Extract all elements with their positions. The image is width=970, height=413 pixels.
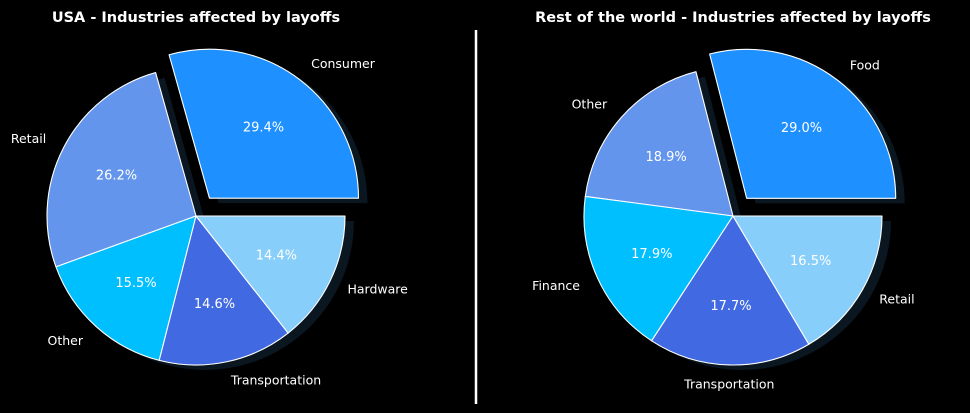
usa-retail-percent-label: 26.2% — [96, 169, 137, 184]
rest-of-world-pie-chart: Rest of the world - Industries affected … — [532, 10, 931, 391]
rest-of-world-finance-slice — [583, 195, 734, 342]
rest-of-world-transportation-label: Transportation — [683, 376, 774, 391]
usa-pie-chart: USA - Industries affected by layoffs Con… — [11, 10, 408, 388]
usa-slice-labels: Consumer 29.4% Retail 26.2% Other 15.5% Transp… — [11, 56, 408, 388]
usa-consumer-percent-label: 29.4% — [243, 120, 284, 135]
usa-retail-slice — [46, 72, 197, 268]
rest-of-world-food-label: Food — [850, 57, 880, 72]
usa-other-label: Other — [48, 333, 84, 348]
usa-other-slice — [55, 215, 197, 361]
rest-of-world-food-percent-label: 29.0% — [781, 121, 822, 136]
usa-consumer-slice — [168, 48, 360, 199]
usa-other-percent-label: 15.5% — [115, 276, 156, 291]
rest-of-world-retail-label: Retail — [879, 291, 914, 306]
usa-hardware-slice — [195, 215, 346, 334]
rest-of-world-retail-percent-label: 16.5% — [790, 254, 831, 269]
usa-hardware-label: Hardware — [348, 282, 409, 297]
rest-of-world-retail-slice — [732, 215, 883, 345]
rest-of-world-slices — [583, 48, 897, 366]
rest-of-world-other-percent-label: 18.9% — [645, 150, 686, 165]
rest-of-world-slice-labels: Food 29.0% Other 18.9% Finance 17.9% Transport… — [532, 57, 914, 391]
usa-chart-title: USA - Industries affected by layoffs — [52, 10, 340, 26]
usa-hardware-percent-label: 14.4% — [256, 249, 297, 264]
rest-of-world-transportation-slice — [651, 215, 810, 366]
rest-of-world-finance-percent-label: 17.9% — [631, 247, 672, 262]
rest-of-world-other-label: Other — [572, 96, 608, 111]
usa-consumer-label: Consumer — [311, 56, 376, 71]
rest-of-world-transportation-percent-label: 17.7% — [710, 299, 751, 314]
rest-of-world-other-slice — [584, 71, 734, 217]
rest-of-world-finance-label: Finance — [532, 278, 580, 293]
usa-slices — [46, 48, 360, 366]
usa-retail-label: Retail — [11, 131, 46, 146]
usa-transportation-label: Transportation — [230, 373, 321, 388]
rest-of-world-food-slice — [709, 48, 897, 199]
usa-transportation-percent-label: 14.6% — [194, 297, 235, 312]
rest-of-world-chart-title: Rest of the world - Industries affected … — [535, 10, 931, 26]
usa-transportation-slice — [158, 215, 289, 366]
